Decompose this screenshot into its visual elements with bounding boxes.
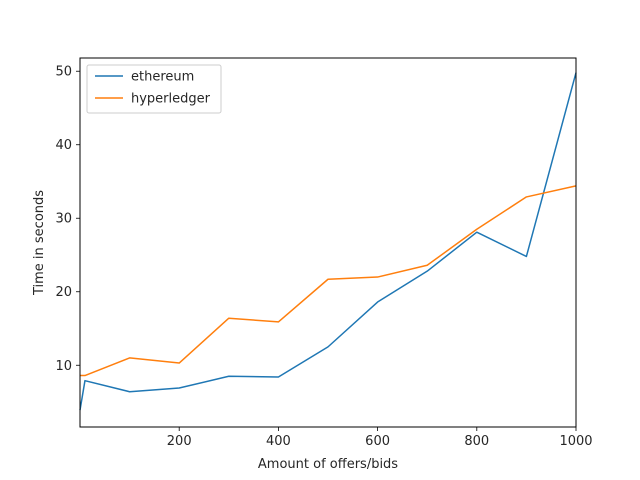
series-layer [79, 72, 577, 411]
series-line-hyperledger [80, 185, 577, 377]
x-tick-label: 400 [266, 434, 291, 449]
x-tick-label: 1000 [559, 434, 592, 449]
x-tick-label: 800 [464, 434, 489, 449]
y-tick-label: 20 [55, 285, 72, 300]
y-tick-label: 50 [55, 65, 72, 80]
y-tick-label: 40 [55, 138, 72, 153]
x-axis-label: Amount of offers/bids [258, 457, 398, 472]
ticks-layer: 200 400 600 800 1000 10 20 30 40 50 [55, 65, 592, 449]
series-line-ethereum [79, 72, 577, 411]
x-tick-label: 600 [365, 434, 390, 449]
legend-label-ethereum: ethereum [131, 70, 194, 85]
legend-box [86, 64, 222, 114]
plot-frame [79, 57, 577, 428]
y-tick-label: 30 [55, 212, 72, 227]
legend: ethereum hyperledger [86, 64, 222, 114]
y-axis-label: Time in seconds [32, 190, 47, 296]
legend-label-hyperledger: hyperledger [131, 92, 211, 107]
y-tick-label: 10 [55, 359, 72, 374]
x-tick-label: 200 [167, 434, 192, 449]
